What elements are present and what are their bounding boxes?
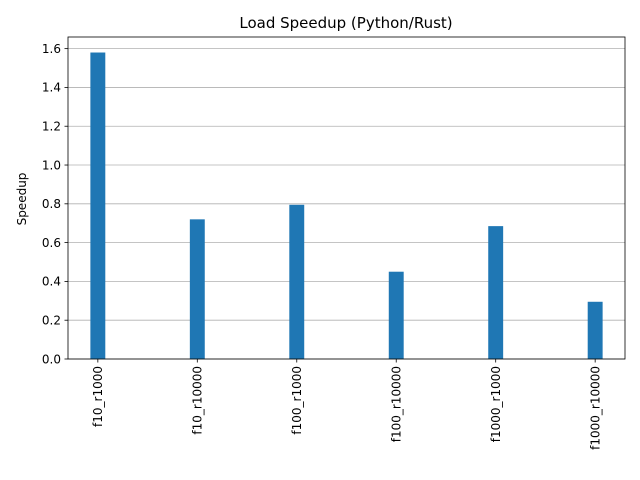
x-tick-label-f1000_r1000: f1000_r1000: [489, 366, 503, 442]
bar-f100_r10000: [388, 271, 404, 359]
bar-f1000_r10000: [587, 301, 603, 359]
x-tick-label-f1000_r10000: f1000_r10000: [588, 366, 602, 450]
bar-f10_r1000: [90, 52, 106, 360]
x-tick-label-f100_r1000: f100_r1000: [290, 366, 304, 435]
x-ticks: f10_r1000 f10_r10000 f100_r1000 f100_r10000…: [91, 359, 602, 450]
y-tick-label: 0.0: [42, 352, 61, 366]
axes: [67, 36, 626, 360]
x-tick-label-f100_r10000: f100_r10000: [390, 366, 404, 442]
y-tick-label: 1.0: [42, 158, 61, 172]
plot-frame: [67, 36, 626, 360]
chart-title: Load Speedup (Python/Rust): [239, 14, 452, 32]
x-tick-label-f10_r10000: f10_r10000: [191, 366, 205, 435]
bar-f100_r1000: [289, 204, 305, 359]
y-tick-label: 1.4: [42, 81, 61, 95]
y-tick-label: 0.2: [42, 314, 61, 328]
y-ticks: 0.0 0.2 0.4 0.6 0.8 1.0 1.2 1.4 1.6: [42, 42, 68, 366]
y-tick-label: 0.8: [42, 197, 61, 211]
y-tick-label: 1.6: [42, 42, 61, 56]
x-tick-label-f10_r1000: f10_r1000: [91, 366, 105, 427]
y-axis-label: Speedup: [15, 173, 29, 226]
bars: [90, 52, 603, 360]
bar-f1000_r1000: [488, 226, 504, 359]
bar-f10_r10000: [189, 219, 205, 359]
y-tick-label: 0.6: [42, 236, 61, 250]
y-tick-label: 0.4: [42, 275, 61, 289]
y-tick-label: 1.2: [42, 120, 61, 134]
